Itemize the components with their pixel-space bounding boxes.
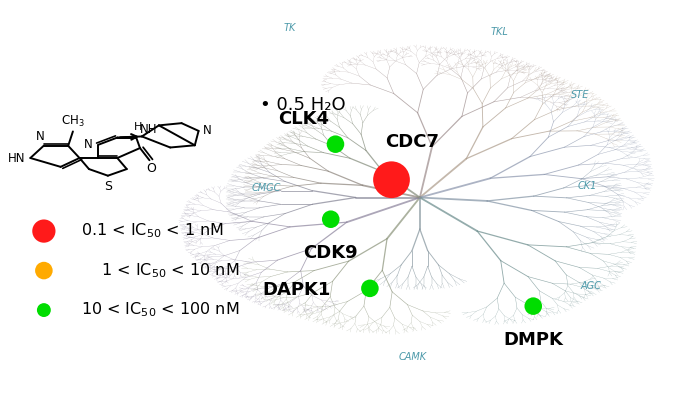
- Text: CK1: CK1: [578, 181, 597, 191]
- Text: 1 < IC$_{50}$ < 10 nM: 1 < IC$_{50}$ < 10 nM: [81, 261, 239, 280]
- Point: [38, 267, 49, 274]
- Text: 10 < IC$_{50}$ < 100 nM: 10 < IC$_{50}$ < 100 nM: [81, 301, 240, 320]
- Text: N: N: [84, 138, 93, 151]
- Text: DMPK: DMPK: [504, 331, 563, 349]
- Point: [386, 177, 397, 183]
- Point: [364, 285, 375, 292]
- Text: CMGC: CMGC: [252, 182, 281, 193]
- Point: [38, 228, 49, 234]
- Text: CLK4: CLK4: [278, 109, 329, 128]
- Text: AGC: AGC: [580, 281, 601, 292]
- Text: 0.1 < IC$_{50}$ < 1 nM: 0.1 < IC$_{50}$ < 1 nM: [81, 222, 224, 241]
- Text: TK: TK: [284, 23, 296, 33]
- Text: DAPK1: DAPK1: [263, 281, 331, 299]
- Text: TKL: TKL: [491, 26, 508, 37]
- Point: [325, 216, 336, 222]
- Text: • 0.5 H₂O: • 0.5 H₂O: [260, 96, 346, 114]
- Text: STE: STE: [571, 90, 590, 100]
- Text: H: H: [134, 122, 142, 132]
- Text: N: N: [36, 130, 45, 143]
- Text: CAMK: CAMK: [399, 352, 427, 363]
- Point: [330, 141, 341, 147]
- Text: CDC7: CDC7: [385, 133, 439, 151]
- Text: CDK9: CDK9: [304, 244, 358, 262]
- Text: N: N: [203, 124, 212, 137]
- Point: [38, 307, 49, 313]
- Text: S: S: [104, 180, 112, 193]
- Text: CH$_3$: CH$_3$: [61, 115, 85, 130]
- Point: [528, 303, 539, 309]
- Text: O: O: [146, 162, 157, 175]
- Text: HN: HN: [7, 152, 25, 164]
- Text: NH: NH: [140, 123, 157, 136]
